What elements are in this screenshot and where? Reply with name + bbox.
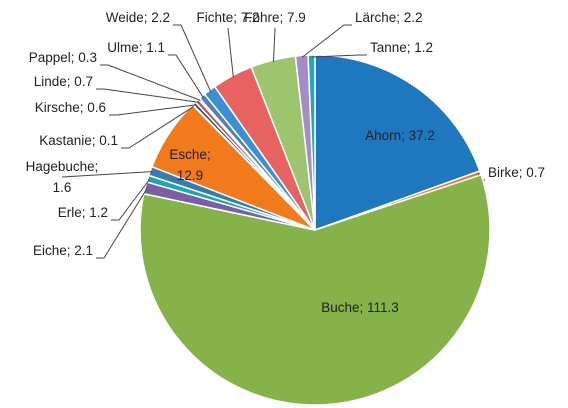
label-line: 12.9 [177, 168, 203, 183]
data-label: Ahorn; 37.2 [365, 128, 435, 143]
data-label: Fichte; 7.2 [196, 10, 259, 25]
leader-line [109, 104, 196, 116]
data-label: Weide; 2.2 [106, 10, 170, 25]
leader-line [272, 27, 276, 63]
label-line: Föhre; 7.9 [244, 10, 306, 25]
data-label: Kastanie; 0.1 [39, 133, 118, 148]
label-line: Kirsche; 0.6 [35, 100, 106, 115]
label-line: Weide; 2.2 [106, 10, 170, 25]
leader-line [96, 88, 199, 103]
data-label: Ulme; 1.1 [107, 40, 165, 55]
label-line: Erle; 1.2 [58, 205, 108, 220]
label-line: 1.6 [53, 180, 72, 195]
data-label: Pappel; 0.3 [29, 50, 97, 65]
leader-line [61, 171, 153, 178]
data-label: Tanne; 1.2 [370, 40, 433, 55]
data-label: Esche; 12.9 [169, 147, 210, 183]
data-label: Lärche; 2.2 [355, 10, 423, 25]
leader-line [168, 54, 204, 99]
data-label: Birke; 0.7 [488, 165, 545, 180]
label-line: Hagebuche; [26, 159, 99, 174]
label-line: Ahorn; 37.2 [365, 128, 435, 143]
data-label: Kirsche; 0.6 [35, 100, 106, 115]
pie-slice [139, 173, 491, 406]
label-line: Fichte; 7.2 [196, 10, 259, 25]
data-label: Hagebuche; 1.6 [26, 159, 99, 195]
leader-line [173, 24, 212, 93]
label-line: Esche; [169, 147, 210, 162]
leader-line [311, 54, 367, 58]
label-line: Buche; 111.3 [321, 300, 399, 315]
label-line: Birke; 0.7 [488, 165, 545, 180]
label-line: Eiche; 2.1 [33, 243, 93, 258]
label-line: Tanne; 1.2 [370, 40, 433, 55]
leader-line [227, 27, 234, 78]
leader-line [301, 24, 352, 58]
pie-slice [307, 54, 316, 231]
data-label: Föhre; 7.9 [244, 10, 306, 25]
label-line: Linde; 0.7 [34, 74, 93, 89]
data-label: Linde; 0.7 [34, 74, 93, 89]
leader-line [121, 105, 195, 149]
leader-line [100, 64, 201, 101]
label-line: Pappel; 0.3 [29, 50, 97, 65]
leader-line [96, 188, 148, 259]
label-line: Ulme; 1.1 [107, 40, 165, 55]
label-line: Kastanie; 0.1 [39, 133, 118, 148]
leader-line [111, 178, 151, 221]
data-label: Erle; 1.2 [58, 205, 108, 220]
data-label: Buche; 111.3 [321, 300, 399, 315]
data-label: Eiche; 2.1 [33, 243, 93, 258]
label-line: Lärche; 2.2 [355, 10, 423, 25]
